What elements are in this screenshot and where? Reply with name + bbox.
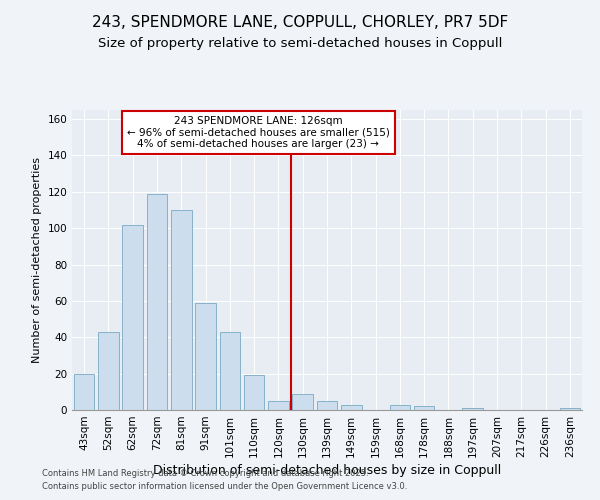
Bar xyxy=(317,401,337,410)
Bar xyxy=(220,332,240,410)
Text: 243 SPENDMORE LANE: 126sqm
← 96% of semi-detached houses are smaller (515)
4% of: 243 SPENDMORE LANE: 126sqm ← 96% of semi… xyxy=(127,116,389,149)
X-axis label: Distribution of semi-detached houses by size in Coppull: Distribution of semi-detached houses by … xyxy=(153,464,501,477)
Bar xyxy=(341,404,362,410)
Text: Contains public sector information licensed under the Open Government Licence v3: Contains public sector information licen… xyxy=(42,482,407,491)
Text: Size of property relative to semi-detached houses in Coppull: Size of property relative to semi-detach… xyxy=(98,38,502,51)
Bar xyxy=(74,374,94,410)
Text: Contains HM Land Registry data © Crown copyright and database right 2025.: Contains HM Land Registry data © Crown c… xyxy=(42,468,368,477)
Text: 243, SPENDMORE LANE, COPPULL, CHORLEY, PR7 5DF: 243, SPENDMORE LANE, COPPULL, CHORLEY, P… xyxy=(92,15,508,30)
Bar xyxy=(268,401,289,410)
Bar xyxy=(560,408,580,410)
Bar xyxy=(195,302,216,410)
Bar xyxy=(171,210,191,410)
Bar xyxy=(146,194,167,410)
Bar xyxy=(98,332,119,410)
Bar xyxy=(292,394,313,410)
Bar xyxy=(463,408,483,410)
Bar xyxy=(414,406,434,410)
Bar xyxy=(244,376,265,410)
Bar xyxy=(122,224,143,410)
Y-axis label: Number of semi-detached properties: Number of semi-detached properties xyxy=(32,157,42,363)
Bar xyxy=(389,404,410,410)
